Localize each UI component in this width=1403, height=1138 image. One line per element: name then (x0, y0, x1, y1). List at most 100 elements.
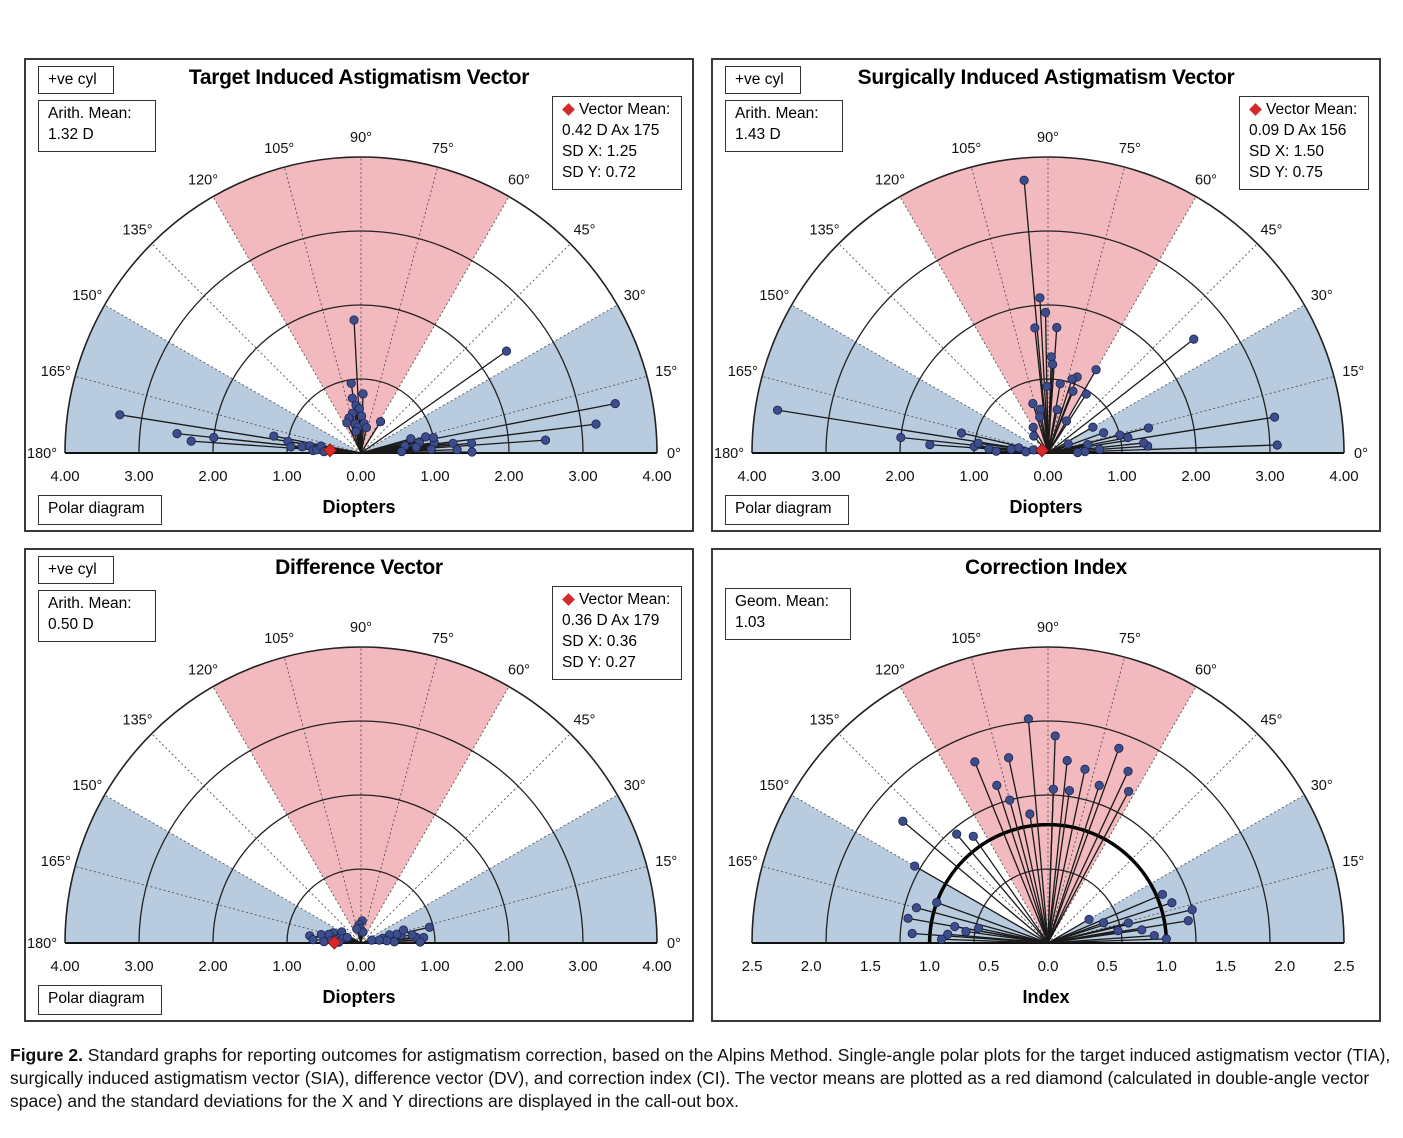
data-vector-line (1047, 338, 1195, 454)
data-point (424, 922, 435, 932)
polar-plot-dv: 0° 15° 30° 45° 60° 75° 90° 105° 120° 135° 150° 165°… (27, 620, 681, 975)
data-point (1123, 766, 1133, 776)
arith-mean-box: Arith. Mean: 0.50 D (38, 590, 156, 642)
data-vector-line (360, 350, 507, 454)
data-point (1080, 764, 1090, 774)
angle-tick-label: 165° (41, 364, 71, 380)
data-point (382, 936, 392, 946)
data-point (1025, 809, 1035, 819)
data-point (172, 429, 182, 439)
panel-title: Surgically Induced Astigmatism Vector (857, 66, 1235, 89)
data-vector-line (1047, 378, 1073, 454)
panel-title: Difference Vector (275, 556, 443, 579)
data-point (992, 780, 1002, 790)
x-tick-label: 1.00 (272, 468, 301, 485)
x-tick-label: 1.00 (959, 468, 988, 485)
vector-mean-diamond-icon (1249, 103, 1262, 116)
data-vector-line (902, 820, 1049, 944)
angle-tick-label: 45° (1260, 713, 1282, 729)
angle-tick-label: 165° (728, 854, 758, 870)
ring-gridline (286, 378, 436, 454)
polar-diagram-label: Polar diagram (38, 495, 162, 525)
polar-diagram-label: Polar diagram (38, 985, 162, 1015)
data-point (115, 410, 125, 420)
data-vector-line (1047, 789, 1055, 944)
data-vector-line (956, 833, 1049, 944)
angle-tick-label: 105° (951, 141, 981, 157)
angle-tick-label: 135° (810, 713, 840, 729)
x-tick-label: 0.00 (346, 958, 375, 975)
data-point (1139, 438, 1149, 448)
data-point (1042, 381, 1052, 392)
data-point (540, 435, 551, 445)
data-point (950, 921, 960, 932)
vector-mean-value: 0.42 D Ax 175 (562, 122, 660, 139)
data-point (1123, 432, 1133, 443)
data-vector-line (1047, 391, 1074, 454)
polar-plot-sia: 0° 15° 30° 45° 60° 75° 90° 105° 120° 135° 150° 165°… (714, 130, 1368, 485)
data-point (209, 432, 219, 443)
geom-mean-box: Geom. Mean: 1.03 (725, 588, 851, 640)
data-point (1167, 898, 1177, 908)
data-point (1028, 422, 1038, 432)
x-tick-label: 4.00 (642, 468, 671, 485)
data-vector-line (1007, 757, 1049, 944)
data-vector-line (777, 409, 1049, 454)
x-tick-label: 4.00 (50, 958, 79, 975)
x-tick-label: 2.0 (1274, 958, 1295, 975)
x-axis-label: Diopters (322, 987, 396, 1007)
data-point (342, 418, 352, 428)
data-vector-line (1047, 420, 1068, 454)
ring-gridline (138, 230, 584, 454)
angle-tick-label: 180° (27, 446, 57, 462)
data-point (1269, 412, 1280, 422)
data-point (1099, 428, 1109, 438)
data-point (1006, 444, 1016, 454)
data-vector-line (914, 865, 1049, 944)
ring-gridline (899, 794, 1197, 944)
caption-text: Standard graphs for reporting outcomes f… (10, 1045, 1391, 1111)
arith-mean-label: Arith. Mean: (48, 105, 132, 122)
data-vector-line (1047, 785, 1100, 944)
data-point (1035, 404, 1045, 414)
angle-tick-label: 45° (573, 713, 595, 729)
data-point (772, 405, 783, 415)
data-point (1157, 889, 1168, 900)
angle-tick-label: 150° (72, 288, 102, 304)
data-point (973, 438, 983, 448)
data-point (349, 315, 359, 325)
data-vector-line (1047, 760, 1068, 944)
data-point (411, 442, 421, 452)
x-tick-label: 3.00 (1255, 468, 1284, 485)
data-point (1061, 416, 1072, 426)
data-point (357, 411, 367, 421)
data-point (342, 932, 352, 943)
vector-mean-sd-y: SD Y: 0.27 (562, 654, 636, 671)
data-point (1048, 359, 1058, 369)
geom-mean-value: 1.03 (735, 614, 766, 631)
vector-mean-sd-x: SD X: 0.36 (562, 633, 637, 650)
data-vector-line (1047, 918, 1090, 944)
data-point (970, 757, 980, 767)
data-point (943, 929, 953, 939)
data-point (1143, 423, 1154, 433)
angle-tick-label: 120° (188, 172, 218, 188)
data-point (466, 438, 477, 448)
angle-tick-label: 45° (573, 223, 595, 239)
x-axis-label: Diopters (1009, 497, 1083, 517)
data-point (397, 446, 407, 457)
data-point (319, 937, 329, 947)
angle-tick-label: 0° (1354, 446, 1368, 462)
data-point (428, 433, 438, 443)
data-point (1014, 443, 1024, 453)
data-point (1081, 389, 1091, 399)
data-point (269, 431, 279, 441)
angle-tick-label: 180° (27, 936, 57, 952)
x-tick-label: 1.00 (420, 468, 449, 485)
cyl-label: +ve cyl (38, 66, 114, 94)
vector-mean-sd-x: SD X: 1.25 (562, 143, 637, 160)
x-tick-label: 2.5 (1334, 958, 1355, 975)
data-vector-line (1047, 771, 1129, 944)
data-point (352, 924, 362, 934)
data-point (389, 937, 399, 947)
